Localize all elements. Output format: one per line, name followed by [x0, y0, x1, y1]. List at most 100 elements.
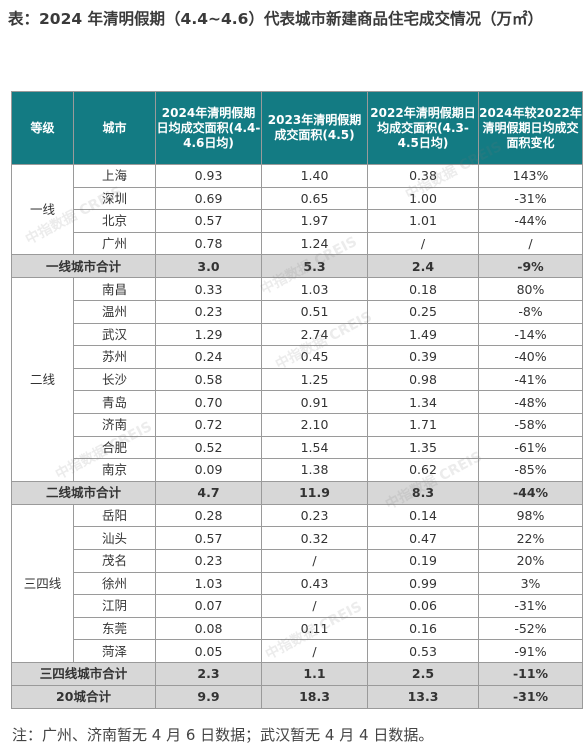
table-row: 长沙 0.58 1.25 0.98 -41%: [12, 367, 583, 392]
subtotal-value: -9%: [478, 254, 583, 279]
tier-cell: 三四线: [11, 503, 74, 663]
avg-2022-cell: 0.62: [367, 458, 479, 482]
change-cell: 98%: [478, 503, 583, 528]
avg-2024-cell: 0.69: [155, 186, 262, 211]
change-cell: -8%: [478, 299, 583, 324]
subtotal-value: 1.1: [261, 661, 368, 686]
area-2023-cell: 1.54: [261, 435, 368, 460]
change-cell: -52%: [478, 616, 583, 641]
table-row: 合肥 0.52 1.54 1.35 -61%: [12, 435, 583, 460]
change-cell: 22%: [478, 526, 583, 550]
area-2023-cell: 2.10: [261, 412, 368, 437]
area-2023-cell: 0.51: [261, 299, 368, 324]
avg-2024-cell: 0.23: [155, 548, 262, 573]
avg-2022-cell: 1.00: [367, 186, 479, 211]
tier-cell: 二线: [11, 277, 74, 482]
avg-2024-cell: 0.05: [155, 639, 262, 663]
subtotal-label: 一线城市合计: [11, 254, 156, 279]
avg-2024-cell: 0.33: [155, 277, 262, 301]
avg-2022-cell: 1.01: [367, 209, 479, 233]
change-cell: -41%: [478, 367, 583, 392]
change-cell: -85%: [478, 458, 583, 482]
total-label: 20城合计: [11, 684, 156, 709]
avg-2024-cell: 1.03: [155, 571, 262, 596]
total-value: 9.9: [155, 684, 262, 709]
table-row: 南京 0.09 1.38 0.62 -85%: [12, 458, 583, 482]
area-2023-cell: /: [261, 594, 368, 618]
change-cell: -14%: [478, 322, 583, 347]
change-cell: -91%: [478, 639, 583, 663]
area-2023-cell: 2.74: [261, 322, 368, 347]
subtotal-row: 二线城市合计 4.7 11.9 8.3 -44%: [11, 480, 583, 505]
subtotal-label: 三四线城市合计: [11, 661, 156, 686]
area-2023-cell: /: [261, 639, 368, 663]
city-cell: 岳阳: [73, 503, 156, 528]
table-row: 二线 南昌 0.33 1.03 0.18 80%: [11, 277, 583, 482]
page-title: 表：2024 年清明假期（4.4~4.6）代表城市新建商品住宅成交情况（万㎡）: [8, 10, 543, 28]
city-cell: 汕头: [73, 526, 156, 550]
table-row: 菏泽 0.05/0.53 -91%: [12, 639, 583, 663]
avg-2022-cell: 0.39: [367, 345, 479, 369]
table-header-row: 等级 城市 2024年清明假期日均成交面积(4.4-4.6日均) 2023年清明…: [11, 91, 583, 165]
change-cell: /: [478, 231, 583, 256]
avg-2024-cell: 0.72: [155, 412, 262, 437]
city-cell: 苏州: [73, 345, 156, 369]
footnote: 注：广州、济南暂无 4 月 6 日数据；武汉暂无 4 月 4 日数据。: [12, 726, 434, 744]
area-2023-cell: 0.11: [261, 616, 368, 641]
avg-2024-cell: 0.52: [155, 435, 262, 460]
change-cell: -61%: [478, 435, 583, 460]
area-2023-cell: 1.24: [261, 231, 368, 256]
subtotal-label: 二线城市合计: [11, 480, 156, 505]
table-row: 济南 0.72 2.10 1.71 -58%: [12, 412, 583, 437]
avg-2022-cell: 0.25: [367, 299, 479, 324]
change-cell: 3%: [478, 571, 583, 596]
table-row: 苏州 0.24 0.45 0.39 -40%: [12, 345, 583, 369]
table-row: 广州 0.78 1.24//: [12, 231, 583, 256]
city-cell: 江阴: [73, 594, 156, 618]
subtotal-value: 8.3: [367, 480, 479, 505]
table-row: 江阴 0.07/0.06 -31%: [12, 594, 583, 618]
avg-2024-cell: 0.24: [155, 345, 262, 369]
table-row: 茂名 0.23/0.19 20%: [12, 548, 583, 573]
area-2023-cell: 0.45: [261, 345, 368, 369]
table-row: 一线 上海 0.93 1.40 0.38 143%: [11, 163, 583, 256]
area-2023-cell: 1.40: [261, 164, 368, 188]
avg-2022-cell: 0.19: [367, 548, 479, 573]
header-2024-avg: 2024年清明假期日均成交面积(4.4-4.6日均): [155, 91, 262, 165]
change-cell: -40%: [478, 345, 583, 369]
subtotal-value: -11%: [478, 661, 583, 686]
city-cell: 青岛: [73, 390, 156, 414]
change-cell: -48%: [478, 390, 583, 414]
city-cell: 温州: [73, 299, 156, 324]
change-cell: -44%: [478, 209, 583, 233]
header-tier: 等级: [11, 91, 74, 165]
tier-cell: 一线: [11, 163, 74, 256]
city-cell: 菏泽: [73, 639, 156, 663]
avg-2022-cell: 0.38: [367, 164, 479, 188]
avg-2022-cell: 1.35: [367, 435, 479, 460]
avg-2024-cell: 0.09: [155, 458, 262, 482]
avg-2022-cell: 1.34: [367, 390, 479, 414]
city-cell: 合肥: [73, 435, 156, 460]
city-cell: 武汉: [73, 322, 156, 347]
subtotal-value: 5.3: [261, 254, 368, 279]
avg-2024-cell: 0.58: [155, 367, 262, 392]
subtotal-value: 11.9: [261, 480, 368, 505]
housing-transaction-table: 等级 城市 2024年清明假期日均成交面积(4.4-4.6日均) 2023年清明…: [11, 91, 583, 709]
avg-2022-cell: 0.47: [367, 526, 479, 550]
table-row: 武汉 1.29 2.74 1.49 -14%: [12, 322, 583, 347]
header-city: 城市: [73, 91, 156, 165]
avg-2024-cell: 0.23: [155, 299, 262, 324]
avg-2022-cell: 1.71: [367, 412, 479, 437]
table-row: 汕头 0.57 0.32 0.47 22%: [12, 526, 583, 550]
area-2023-cell: 0.65: [261, 186, 368, 211]
avg-2024-cell: 0.78: [155, 231, 262, 256]
total-value: -31%: [478, 684, 583, 709]
data-table-container: 等级 城市 2024年清明假期日均成交面积(4.4-4.6日均) 2023年清明…: [11, 91, 583, 709]
city-cell: 长沙: [73, 367, 156, 392]
subtotal-row: 一线城市合计 3.0 5.3 2.4 -9%: [11, 254, 583, 279]
subtotal-row: 三四线城市合计 2.3 1.1 2.5 -11%: [11, 661, 583, 686]
table-row: 温州 0.23 0.51 0.25 -8%: [12, 299, 583, 324]
change-cell: 80%: [478, 277, 583, 301]
header-2023: 2023年清明假期成交面积(4.5): [261, 91, 368, 165]
